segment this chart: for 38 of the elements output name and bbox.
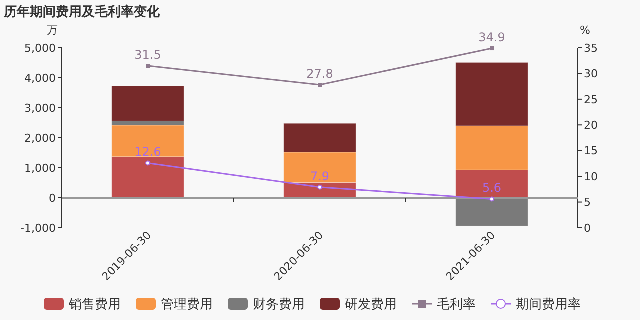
y2-tick-label: 20 xyxy=(584,118,598,132)
chart-title: 历年期间费用及毛利率变化 xyxy=(3,4,161,20)
y2-tick-label: 0 xyxy=(584,222,591,235)
y-tick-label: 3,000 xyxy=(24,102,56,115)
data-label: 34.9 xyxy=(478,30,506,45)
y-tick-label: 1,000 xyxy=(24,162,56,175)
y2-tick-label: 10 xyxy=(584,170,598,184)
bar xyxy=(112,86,184,122)
y-tick-label: 0 xyxy=(49,192,56,205)
legend-label: 财务费用 xyxy=(253,298,305,313)
y-tick-label: -1,000 xyxy=(20,222,56,235)
y-tick-label: 5,000 xyxy=(24,42,56,55)
point xyxy=(318,83,322,88)
legend-label: 管理费用 xyxy=(161,298,213,313)
y2-tick-label: 5 xyxy=(584,196,591,210)
y2-tick-label: 35 xyxy=(584,42,598,55)
legend-label: 销售费用 xyxy=(68,298,121,313)
data-label: 5.6 xyxy=(482,181,502,196)
bar xyxy=(456,198,528,226)
legend-label: 毛利率 xyxy=(437,296,476,313)
y2-tick-label: 15 xyxy=(584,144,598,158)
y2-tick-label: 25 xyxy=(584,93,598,106)
point xyxy=(318,184,322,190)
point xyxy=(490,196,494,202)
legend-label: 研发费用 xyxy=(345,298,397,313)
data-label: 12.6 xyxy=(134,145,162,160)
y-tick-label: 4,000 xyxy=(24,72,56,85)
point xyxy=(146,160,150,166)
legend-label: 期间费用率 xyxy=(516,296,581,313)
point xyxy=(490,46,494,51)
y2-tick-label: 30 xyxy=(584,68,598,81)
point xyxy=(146,64,150,68)
y-tick-label: 2,000 xyxy=(24,132,56,145)
y-axis-title: 万 xyxy=(47,24,58,37)
data-label: 27.8 xyxy=(306,67,334,82)
data-label: 7.9 xyxy=(310,169,330,184)
data-label: 31.5 xyxy=(134,48,162,62)
y2-axis-title: % xyxy=(580,24,590,37)
